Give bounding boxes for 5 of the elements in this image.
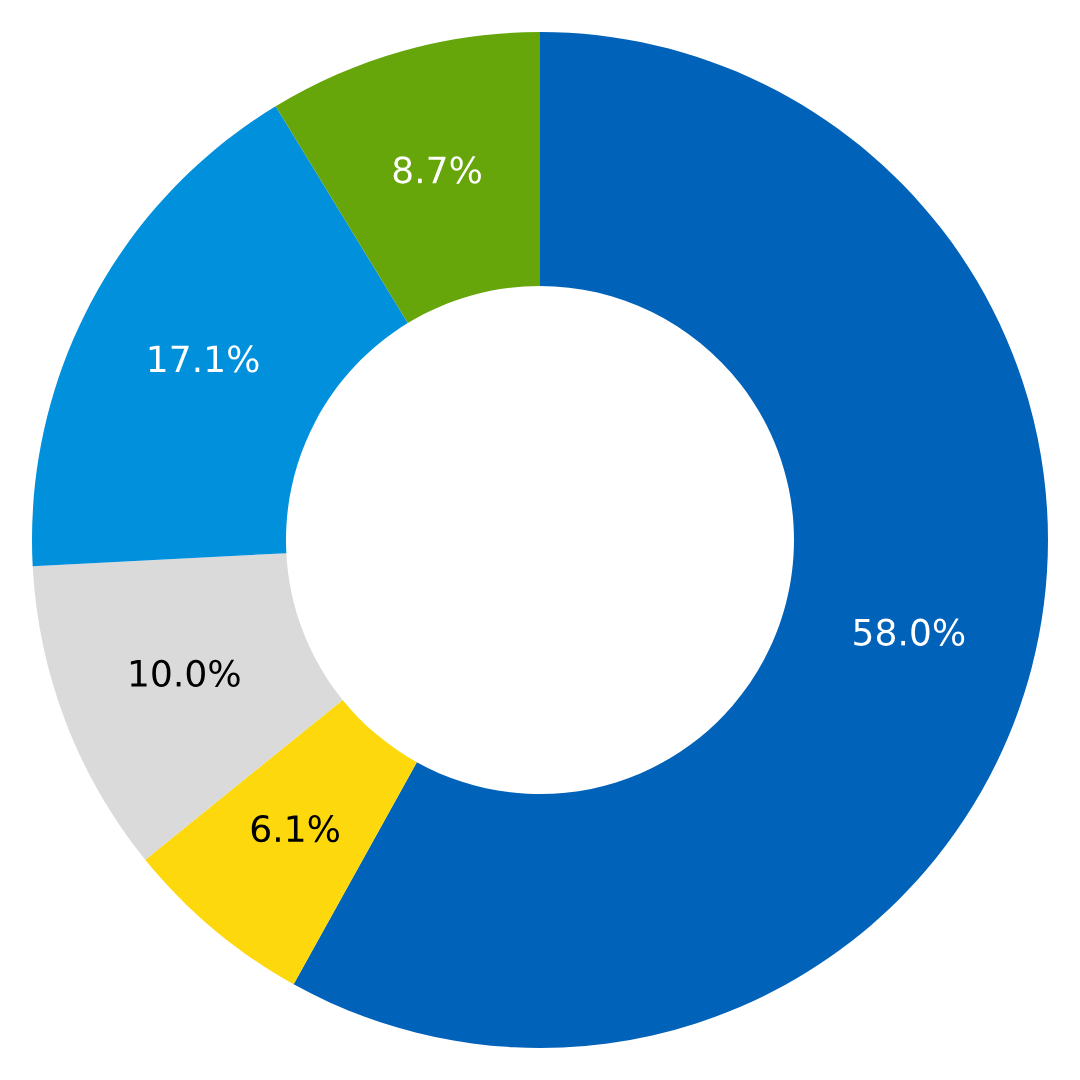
data-label: 6.1% (251, 815, 339, 843)
data-label: 17.1% (149, 345, 259, 373)
data-label: 8.7% (393, 156, 481, 184)
data-label: 10.0% (130, 659, 240, 687)
data-label: 58.0% (854, 618, 965, 646)
